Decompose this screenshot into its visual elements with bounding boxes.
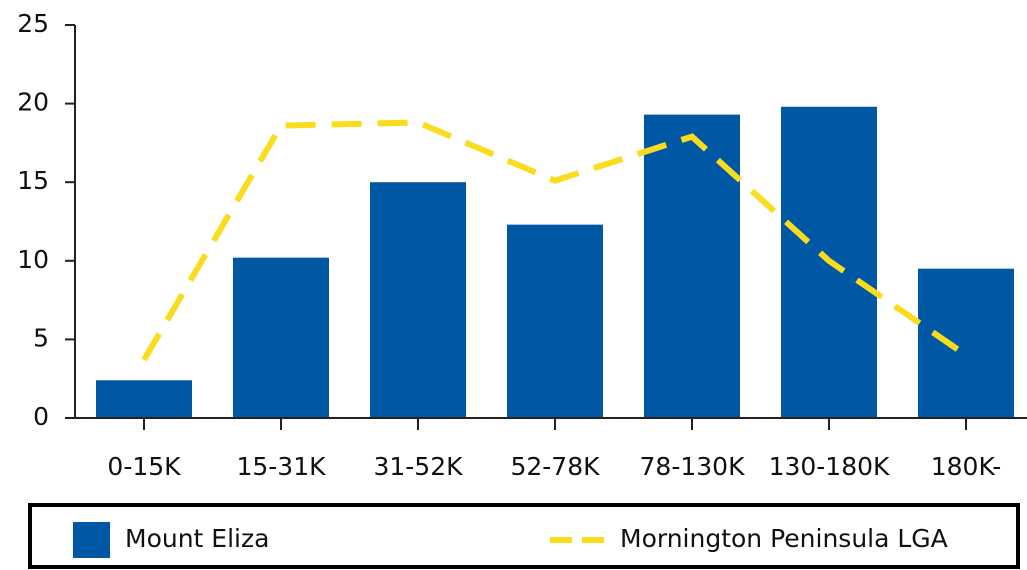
y-tick-label: 0	[33, 402, 49, 431]
legend-label: Mount Eliza	[125, 524, 269, 553]
legend-label: Mornington Peninsula LGA	[620, 524, 948, 553]
line-series	[141, 119, 968, 362]
bar	[918, 268, 1014, 418]
x-tick-label: 52-78K	[510, 452, 600, 481]
y-tick-label: 15	[17, 166, 49, 195]
legend-swatch	[73, 522, 110, 558]
bar	[507, 224, 603, 418]
bar	[233, 257, 329, 418]
y-tick-label: 10	[17, 245, 49, 274]
x-tick-label: 180K-	[931, 452, 1002, 481]
y-tick-label: 5	[33, 323, 49, 352]
x-tick-label: 0-15K	[107, 452, 181, 481]
y-tick-label: 20	[17, 88, 49, 117]
bar	[96, 380, 192, 418]
x-tick-label: 130-180K	[769, 452, 890, 481]
bar	[370, 182, 466, 418]
y-tick-label: 25	[17, 9, 49, 38]
x-tick-label: 78-130K	[640, 452, 746, 481]
x-tick-label: 31-52K	[373, 452, 463, 481]
legend-box	[28, 503, 1020, 569]
x-tick-label: 15-31K	[236, 452, 326, 481]
bar	[644, 114, 740, 418]
